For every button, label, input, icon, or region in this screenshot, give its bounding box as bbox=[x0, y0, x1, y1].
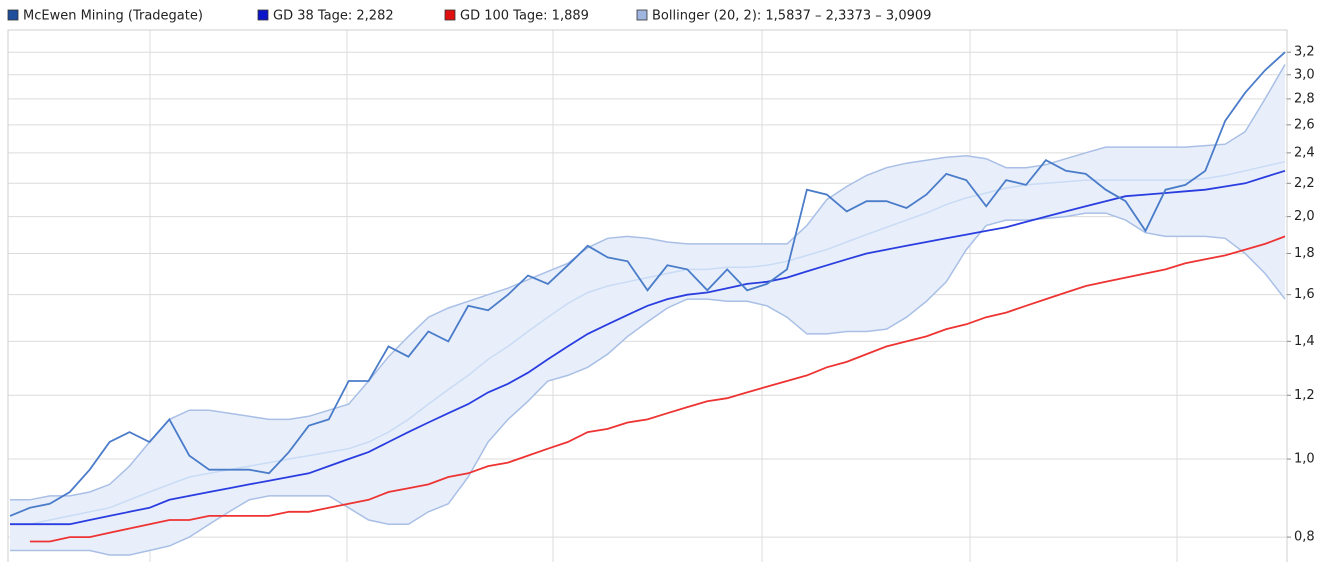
legend-swatch bbox=[257, 9, 269, 21]
y-tick-label: 3,0 bbox=[1294, 67, 1315, 82]
series-line bbox=[10, 169, 1286, 526]
y-tick-label: 1,6 bbox=[1294, 287, 1315, 302]
y-tick-label: 1,4 bbox=[1294, 334, 1315, 349]
y-tick-label: 1,8 bbox=[1294, 246, 1315, 261]
y-tick-label: 3,2 bbox=[1294, 45, 1315, 60]
plot-frame bbox=[7, 29, 1288, 562]
bollinger-band bbox=[10, 64, 1285, 555]
bollinger-middle bbox=[10, 160, 1286, 525]
legend-label: GD 100 Tage: 1,889 bbox=[460, 9, 589, 24]
legend-label: Bollinger (20, 2): 1,5837 – 2,3373 – 3,0… bbox=[652, 9, 931, 24]
y-tick-label: 1,2 bbox=[1294, 388, 1315, 403]
y-tick-label: 2,6 bbox=[1294, 117, 1315, 132]
legend-swatch bbox=[636, 9, 648, 21]
legend-label: GD 38 Tage: 2,282 bbox=[273, 9, 394, 24]
bollinger-upper bbox=[10, 64, 1286, 501]
y-tick-label: 2,2 bbox=[1294, 176, 1315, 191]
series-line bbox=[9, 51, 1286, 517]
y-tick-label: 2,0 bbox=[1294, 209, 1315, 224]
legend-swatch bbox=[7, 9, 19, 21]
legend-label: McEwen Mining (Tradegate) bbox=[23, 9, 203, 24]
y-tick-label: 0,8 bbox=[1294, 530, 1315, 545]
y-tick-label: 1,0 bbox=[1294, 452, 1315, 467]
legend-swatch bbox=[444, 9, 456, 21]
y-tick-label: 2,8 bbox=[1294, 91, 1315, 106]
series-line bbox=[29, 235, 1286, 543]
y-tick-label: 2,4 bbox=[1294, 145, 1315, 160]
